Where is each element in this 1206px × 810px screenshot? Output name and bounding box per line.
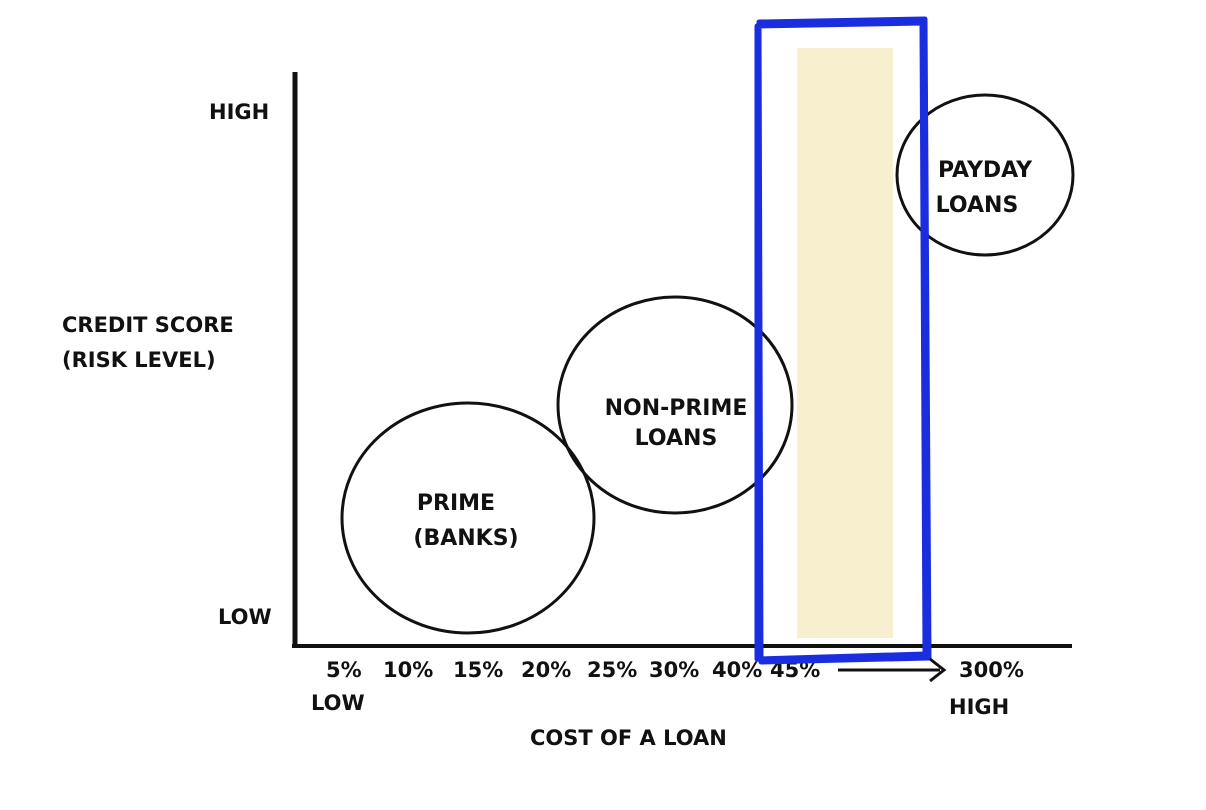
- prime-label-line1: PRIME: [417, 491, 495, 516]
- x-axis-ticks: 5% 10% 15% 20% 25% 30% 40% 45% 300%: [326, 658, 1024, 682]
- prime-label-line2: (BANKS): [413, 526, 518, 551]
- arrow-head-icon: [929, 657, 947, 683]
- payday-label-line1: PAYDAY: [938, 158, 1033, 183]
- payday-bubble: [895, 93, 1075, 257]
- prime-bubble: [340, 401, 596, 635]
- x-tick-10: 10%: [383, 658, 433, 682]
- y-axis-low-label: LOW: [218, 605, 272, 629]
- x-tick-300: 300%: [959, 658, 1024, 682]
- nonprime-label-line2: LOANS: [635, 426, 718, 451]
- highlight-band: [797, 48, 893, 638]
- highlight-box: [754, 16, 932, 665]
- x-tick-30: 30%: [649, 658, 699, 682]
- x-axis-title: COST OF A LOAN: [530, 726, 727, 750]
- nonprime-bubble: [556, 295, 794, 515]
- nonprime-label-line1: NON-PRIME: [605, 396, 748, 421]
- x-axis-low-label: LOW: [311, 691, 365, 715]
- y-axis-high-label: HIGH: [209, 100, 269, 124]
- x-tick-15: 15%: [453, 658, 503, 682]
- x-tick-40: 40%: [712, 658, 762, 682]
- y-axis-title-line2: (RISK LEVEL): [62, 348, 216, 372]
- x-axis-high-label: HIGH: [949, 695, 1009, 719]
- x-tick-20: 20%: [521, 658, 571, 682]
- x-tick-5: 5%: [326, 658, 362, 682]
- payday-label-line2: LOANS: [936, 193, 1019, 218]
- x-tick-25: 25%: [587, 658, 637, 682]
- y-axis-title-line1: CREDIT SCORE: [62, 313, 234, 337]
